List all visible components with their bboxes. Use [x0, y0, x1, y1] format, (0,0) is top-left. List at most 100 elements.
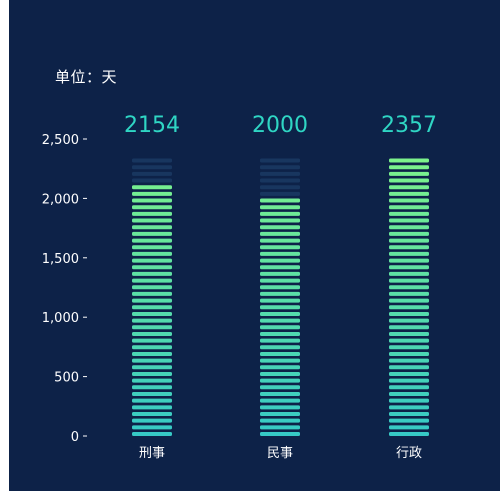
x-category-label: 行政	[396, 446, 422, 461]
bar-segment	[260, 211, 300, 216]
bar-segment	[389, 278, 429, 283]
bar-segment	[260, 198, 300, 203]
bar-segment	[260, 245, 300, 250]
bar-segment	[132, 185, 172, 190]
bar-1	[132, 158, 172, 436]
bar-segment	[389, 191, 429, 196]
bar-segment	[389, 305, 429, 310]
bar-segment	[389, 385, 429, 390]
bar-segment	[132, 291, 172, 296]
bar-segment	[132, 385, 172, 390]
bar-segment	[389, 432, 429, 436]
bar-segment	[389, 358, 429, 363]
bar-segment	[389, 165, 429, 170]
bar-background-segment	[260, 171, 300, 176]
bar-segment	[132, 432, 172, 436]
bar-segment	[389, 398, 429, 403]
y-tick-label: 1,000	[42, 311, 79, 326]
bar-segment	[132, 418, 172, 423]
bar-segment	[260, 385, 300, 390]
bar-segment	[132, 358, 172, 363]
bar-segment	[132, 311, 172, 316]
bar-segment	[389, 425, 429, 430]
bar-segment	[389, 351, 429, 356]
bar-segment	[389, 411, 429, 416]
bar-segment	[389, 198, 429, 203]
bar-segment	[389, 185, 429, 190]
bar-segment	[389, 211, 429, 216]
bar-segment	[132, 391, 172, 396]
bar-segment	[260, 351, 300, 356]
unit-label: 单位：天	[55, 68, 118, 86]
bar-segment	[260, 338, 300, 343]
bar-segment	[389, 345, 429, 350]
x-category-label: 民事	[267, 446, 293, 461]
bar-segment	[260, 411, 300, 416]
bar-segment	[132, 245, 172, 250]
bar-background-segment	[260, 158, 300, 163]
bar-segment	[260, 432, 300, 436]
bar-segment	[132, 411, 172, 416]
bar-segment	[260, 218, 300, 223]
bar-segment	[389, 205, 429, 210]
bar-segment	[260, 251, 300, 256]
bar-segment	[389, 418, 429, 423]
bar-segment	[260, 318, 300, 323]
bar-segment	[260, 285, 300, 290]
bar-segment	[132, 305, 172, 310]
bar-segment	[260, 298, 300, 303]
bar-background-segment	[132, 158, 172, 163]
bar-segment	[389, 311, 429, 316]
y-tick-label: 2,500	[42, 133, 79, 148]
bar-segment	[389, 251, 429, 256]
bar-segment	[132, 251, 172, 256]
bar-segment	[132, 191, 172, 196]
bars: 2154 2000 2357	[124, 113, 437, 436]
bar-segment	[260, 365, 300, 370]
bar-segment	[389, 158, 429, 163]
bar-segment	[132, 371, 172, 376]
bar-segment	[132, 351, 172, 356]
bar-segment	[389, 265, 429, 270]
bar-segment	[132, 198, 172, 203]
bar-segment	[260, 265, 300, 270]
bar-segment	[389, 218, 429, 223]
bar-segment	[132, 405, 172, 410]
bar-segment	[132, 378, 172, 383]
bar-segment	[260, 291, 300, 296]
bar-segment	[389, 365, 429, 370]
bar-segment	[389, 325, 429, 330]
bar-segment	[132, 278, 172, 283]
bar-segment	[260, 225, 300, 230]
bar-background-segment	[260, 191, 300, 196]
bar-segment	[132, 258, 172, 263]
bar-segment	[132, 345, 172, 350]
bar-background-segment	[132, 165, 172, 170]
bar-segment	[132, 365, 172, 370]
y-tick-label: 1,500	[42, 252, 79, 267]
bar-segment	[260, 311, 300, 316]
bar-segment	[260, 405, 300, 410]
bar-segment	[389, 338, 429, 343]
bar-2	[260, 158, 300, 436]
bar-segment	[389, 238, 429, 243]
bar-segment	[260, 231, 300, 236]
bar-segment	[260, 238, 300, 243]
x-category-label: 刑事	[139, 446, 165, 461]
bar-segment	[260, 278, 300, 283]
bar-segment	[132, 218, 172, 223]
bar-background-segment	[260, 165, 300, 170]
y-axis: 0 500 1,000 1,500 2,000 2,500	[42, 133, 87, 445]
bar-segment	[132, 265, 172, 270]
bar-3	[389, 158, 429, 436]
bar-segment	[132, 205, 172, 210]
bar-segment	[260, 358, 300, 363]
y-tick-label: 500	[54, 371, 79, 386]
bar-segment	[132, 318, 172, 323]
bar-segment	[132, 325, 172, 330]
bar-segment	[389, 171, 429, 176]
data-label: 2357	[381, 113, 437, 138]
bar-segment	[389, 285, 429, 290]
bar-segment	[132, 338, 172, 343]
